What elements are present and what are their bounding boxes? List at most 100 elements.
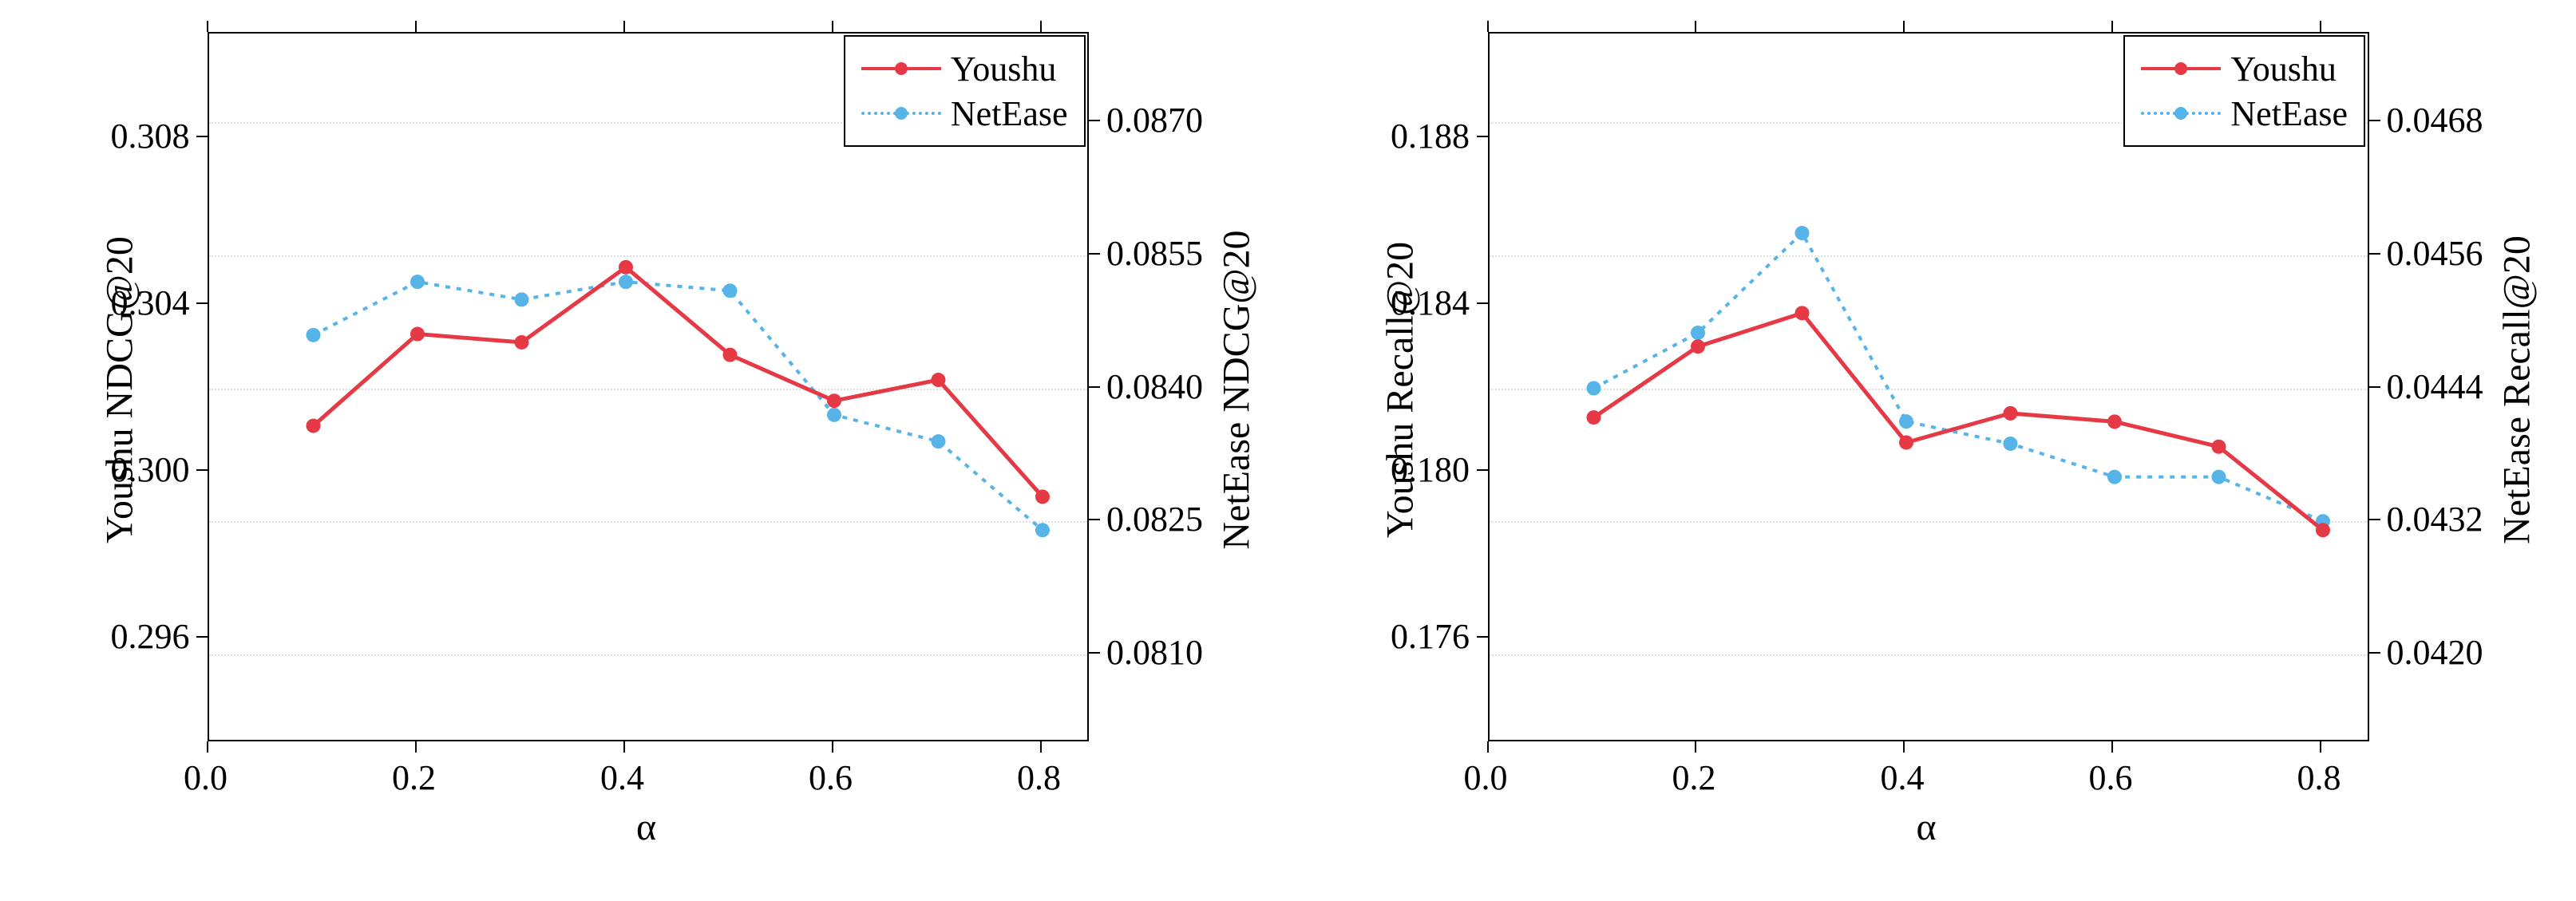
legend-marker-youshu <box>895 62 908 75</box>
netease-marker <box>2211 470 2226 484</box>
x-tick-label: 0.6 <box>809 757 853 798</box>
x-tick-top <box>2320 21 2321 32</box>
y-right-tick-label: 0.0444 <box>2387 366 2483 407</box>
legend-marker-netease <box>2174 107 2187 120</box>
y-right-tick <box>1089 519 1100 520</box>
y-right-tick-label: 0.0468 <box>2387 100 2483 140</box>
netease-marker <box>1690 326 1704 340</box>
legend-row-netease: NetEase <box>861 91 1068 136</box>
y-left-axis-label: Youshu NDCG@20 <box>98 190 142 589</box>
netease-marker <box>306 328 320 342</box>
y-right-tick-label: 0.0420 <box>2387 632 2483 673</box>
netease-marker <box>931 434 945 449</box>
y-left-tick <box>1477 636 1488 638</box>
x-tick-top <box>415 21 417 32</box>
x-tick-label: 0.8 <box>2297 757 2341 798</box>
y-right-tick <box>2369 253 2380 255</box>
legend: YoushuNetEase <box>844 35 1086 147</box>
youshu-marker <box>619 260 633 275</box>
youshu-marker <box>722 348 737 362</box>
y-right-tick-label: 0.0855 <box>1106 233 1203 274</box>
x-tick <box>2111 741 2113 753</box>
netease-marker <box>1794 226 1809 240</box>
legend-row-youshu: Youshu <box>861 46 1068 91</box>
y-right-tick-label: 0.0456 <box>2387 233 2483 274</box>
legend-label-netease: NetEase <box>2230 93 2348 134</box>
youshu-marker <box>410 327 425 342</box>
y-left-tick <box>1477 302 1488 304</box>
youshu-marker <box>2211 440 2226 454</box>
y-right-tick-label: 0.0870 <box>1106 100 1203 140</box>
x-tick <box>1040 741 1042 753</box>
legend: YoushuNetEase <box>2123 35 2365 147</box>
netease-marker <box>1586 381 1601 396</box>
youshu-marker <box>1035 489 1050 504</box>
netease-marker <box>827 408 841 422</box>
x-tick <box>623 741 625 753</box>
x-tick-label: 0.0 <box>184 757 228 798</box>
x-tick-top <box>2111 21 2113 32</box>
y-right-tick <box>1089 652 1100 654</box>
netease-marker <box>619 275 633 289</box>
x-tick <box>415 741 417 753</box>
y-left-tick <box>196 136 208 137</box>
legend-line-netease <box>861 112 941 115</box>
y-left-tick <box>1477 136 1488 137</box>
youshu-marker <box>306 419 320 433</box>
netease-marker <box>1035 523 1050 537</box>
y-right-tick <box>1089 386 1100 388</box>
chart-panel-ndcg: 0.00.20.40.60.80.2960.3000.3040.3080.081… <box>48 16 1248 885</box>
y-right-axis-label: NetEase Recall@20 <box>2495 190 2538 589</box>
y-left-tick <box>1477 469 1488 471</box>
youshu-marker <box>514 335 528 350</box>
y-right-axis-label: NetEase NDCG@20 <box>1215 190 1259 589</box>
youshu-marker <box>2315 523 2329 537</box>
youshu-marker <box>2107 414 2121 429</box>
legend-label-netease: NetEase <box>951 93 1068 134</box>
y-left-tick-label: 0.308 <box>111 116 190 156</box>
x-tick-label: 0.0 <box>1464 757 1508 798</box>
youshu-marker <box>827 393 841 408</box>
x-tick <box>1903 741 1905 753</box>
y-left-axis-label: Youshu Recall@20 <box>1378 190 1422 589</box>
legend-row-youshu: Youshu <box>2141 46 2348 91</box>
x-tick-label: 0.4 <box>600 757 644 798</box>
legend-line-youshu <box>861 67 941 70</box>
legend-marker-netease <box>895 107 908 120</box>
y-right-tick <box>2369 386 2380 388</box>
youshu-marker <box>931 373 945 387</box>
netease-marker <box>410 275 425 289</box>
x-axis-label: α <box>1917 805 1937 849</box>
x-tick-top <box>1695 21 1696 32</box>
y-right-tick-label: 0.0825 <box>1106 499 1203 539</box>
y-left-tick <box>196 302 208 304</box>
legend-label-youshu: Youshu <box>2230 49 2337 89</box>
x-tick <box>2320 741 2321 753</box>
legend-marker-youshu <box>2174 62 2187 75</box>
y-right-tick-label: 0.0432 <box>2387 499 2483 539</box>
x-tick-top <box>1040 21 1042 32</box>
x-tick <box>207 741 208 753</box>
youshu-marker <box>1898 435 1913 449</box>
x-tick-label: 0.6 <box>2088 757 2132 798</box>
y-right-tick <box>2369 652 2380 654</box>
x-tick-top <box>623 21 625 32</box>
chart-panel-recall: 0.00.20.40.60.80.1760.1800.1840.1880.042… <box>1328 16 2529 885</box>
legend-label-youshu: Youshu <box>951 49 1057 89</box>
y-right-tick <box>1089 253 1100 255</box>
y-right-tick <box>2369 519 2380 520</box>
y-left-tick <box>196 469 208 471</box>
x-tick-top <box>1487 21 1489 32</box>
y-left-tick-label: 0.188 <box>1391 116 1470 156</box>
youshu-marker <box>2003 406 2017 421</box>
y-left-tick-label: 0.296 <box>111 616 190 657</box>
x-tick-top <box>1903 21 1905 32</box>
x-tick-label: 0.8 <box>1017 757 1061 798</box>
netease-marker <box>1898 414 1913 429</box>
x-tick-top <box>207 21 208 32</box>
x-tick <box>1487 741 1489 753</box>
x-tick-top <box>832 21 833 32</box>
x-tick-label: 0.2 <box>392 757 436 798</box>
legend-row-netease: NetEase <box>2141 91 2348 136</box>
x-tick <box>832 741 833 753</box>
